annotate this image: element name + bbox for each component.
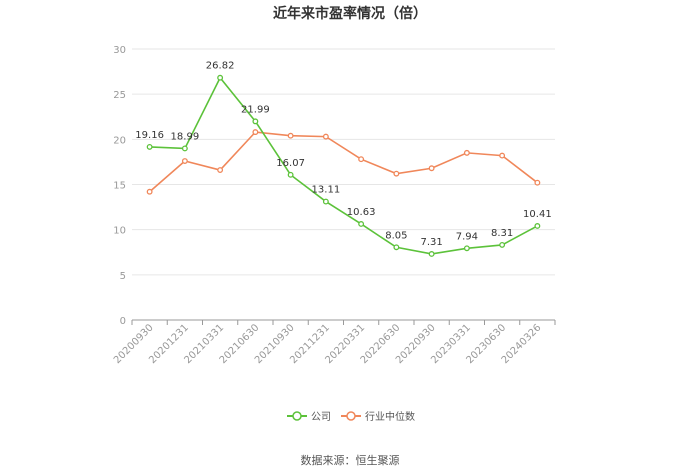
y-tick-label-15: 15: [113, 181, 126, 192]
series-industry-median: [146, 129, 541, 195]
y-tick-label-30: 30: [113, 45, 126, 56]
data-point-industry-median-10: [499, 152, 506, 159]
data-point-industry-median-11: [534, 179, 541, 186]
y-axis: 0 5 10 15 20 25 30: [113, 45, 126, 327]
data-point-industry-median-7: [393, 170, 400, 177]
grid-lines: [132, 48, 555, 276]
data-point-company-5: [322, 198, 329, 205]
data-point-industry-median-5: [322, 133, 329, 140]
data-label-company-4: 16.07: [276, 158, 305, 169]
data-label-company-5: 13.11: [312, 185, 341, 196]
data-point-industry-median-1: [181, 158, 188, 164]
y-tick-label-10: 10: [113, 226, 126, 237]
data-point-company-2: [217, 74, 224, 81]
data-point-company-9: [463, 245, 470, 252]
legend-item-industry-median[interactable]: 行业中位数: [341, 410, 415, 423]
data-label-company-2: 26.82: [206, 61, 235, 72]
legend-marker-company: [292, 411, 302, 421]
data-label-company-7: 8.05: [385, 230, 407, 241]
data-point-company-10: [499, 241, 506, 248]
data-source: 数据来源：恒生聚源: [301, 453, 400, 467]
data-point-industry-median-2: [217, 167, 224, 173]
data-point-company-6: [358, 221, 365, 227]
data-point-company-0: [146, 143, 153, 150]
data-point-company-3: [252, 118, 259, 125]
x-axis: 2020093020201231202103312021063020210930…: [112, 319, 556, 366]
data-point-company-1: [181, 145, 188, 152]
data-point-company-11: [534, 223, 541, 229]
series-layer: 19.16 18.99 26.82 21.99 16.07 13.11 10.63 8.05 7…: [135, 61, 552, 257]
data-label-company-10: 8.31: [491, 228, 513, 239]
data-label-company-1: 18.99: [171, 131, 200, 142]
legend-marker-industry-median: [346, 411, 356, 421]
data-point-industry-median-4: [287, 132, 294, 139]
series-line-company: [149, 76, 538, 255]
legend-label-company: 公司: [311, 412, 331, 423]
data-point-industry-median-8: [428, 165, 435, 172]
legend-label-industry-median: 行业中位数: [365, 410, 415, 423]
y-tick-label-25: 25: [113, 90, 126, 101]
data-point-industry-median-3: [252, 129, 259, 136]
data-point-industry-median-9: [463, 149, 470, 156]
data-point-industry-median-6: [358, 156, 365, 163]
data-label-company-6: 10.63: [347, 207, 376, 218]
data-point-company-7: [393, 244, 400, 251]
data-point-industry-median-0: [146, 188, 153, 195]
chart-title: 近年来市盈率情况（倍）: [273, 5, 427, 22]
series-company: 19.16 18.99 26.82 21.99 16.07 13.11 10.63 8.05 7…: [135, 61, 552, 257]
data-label-company-11: 10.41: [523, 209, 552, 220]
data-point-company-8: [428, 251, 435, 257]
data-label-company-3: 21.99: [241, 104, 270, 115]
y-tick-label-20: 20: [113, 135, 126, 146]
y-tick-label-0: 0: [120, 316, 126, 327]
data-label-company-9: 7.94: [456, 231, 478, 242]
data-label-company-8: 7.31: [420, 237, 442, 248]
data-point-company-4: [287, 171, 294, 178]
data-label-company-0: 19.16: [135, 130, 164, 141]
legend: 公司 行业中位数: [287, 410, 415, 423]
series-line-industry-median: [149, 131, 538, 193]
legend-item-company[interactable]: 公司: [287, 411, 331, 423]
y-tick-label-5: 5: [120, 271, 126, 282]
